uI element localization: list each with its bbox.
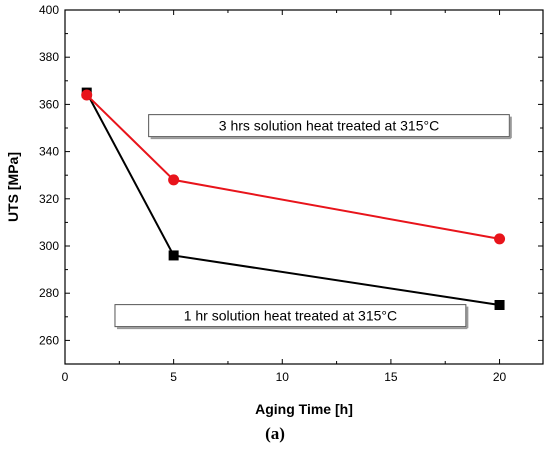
data-point-circle	[168, 174, 180, 186]
x-axis-title: Aging Time [h]	[255, 401, 353, 417]
annotations: 3 hrs solution heat treated at 315°C 1 hr…	[114, 114, 512, 330]
x-tick-label: 15	[384, 370, 398, 384]
y-tick-label: 400	[39, 3, 59, 17]
annotation-box	[114, 304, 467, 328]
y-tick-label: 300	[39, 239, 59, 253]
data-point-square	[168, 250, 179, 261]
data-point-circle	[81, 89, 93, 101]
y-tick-label: 340	[39, 145, 59, 159]
plot-frame	[64, 9, 544, 365]
figure-caption: (a)	[265, 424, 285, 443]
data-point-circle	[494, 233, 506, 245]
data-point-square	[494, 300, 505, 310]
plot-area-border	[64, 9, 544, 365]
annotation-box	[148, 114, 510, 138]
x-tick-label: 0	[62, 370, 69, 384]
series-lines	[81, 87, 506, 310]
y-tick-label: 380	[39, 50, 59, 64]
y-tick-label: 260	[39, 333, 59, 347]
line-chart: 0 5 10 15 20 260 280 300 320 340 360 380 400 3 hrs s…	[5, 3, 544, 417]
axis-ticks: 0 5 10 15 20 260 280 300 320 340 360 380 400	[39, 3, 543, 384]
x-tick-label: 10	[276, 370, 290, 384]
x-tick-label: 20	[493, 370, 507, 384]
y-axis-title: UTS [MPa]	[5, 152, 21, 222]
x-tick-label: 5	[170, 370, 177, 384]
y-tick-label: 280	[39, 286, 59, 300]
annotation-text: 1 hr solution heat treated at 315°C	[184, 308, 397, 324]
annotation-text: 3 hrs solution heat treated at 315°C	[219, 118, 439, 134]
y-tick-label: 360	[39, 97, 59, 111]
y-tick-label: 320	[39, 192, 59, 206]
